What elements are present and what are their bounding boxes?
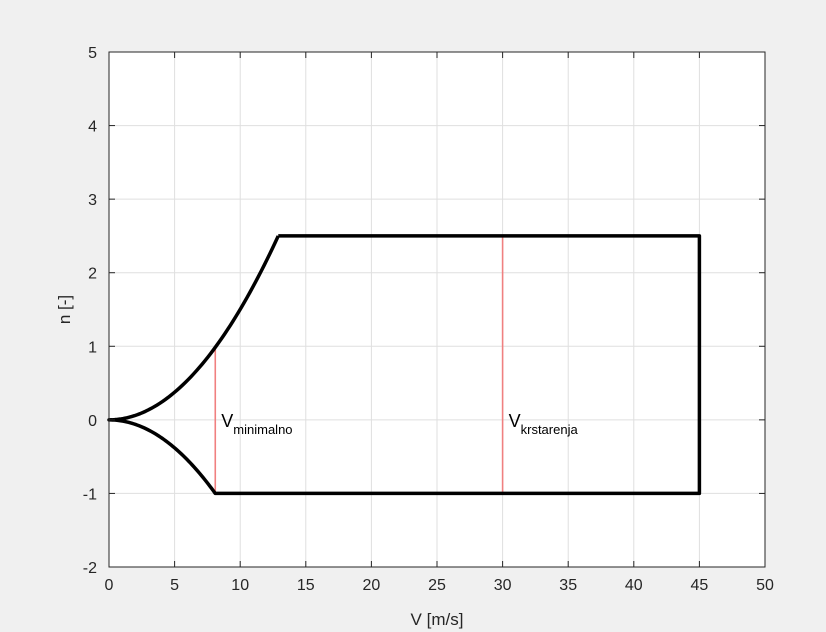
x-tick-label: 10 — [231, 577, 249, 594]
marker-label-subscript: krstarenja — [521, 422, 579, 437]
y-tick-label: 4 — [88, 119, 97, 136]
x-tick-label: 30 — [494, 577, 512, 594]
x-axis-label: V [m/s] — [411, 610, 464, 629]
x-tick-label: 45 — [691, 577, 709, 594]
x-tick-label: 15 — [297, 577, 315, 594]
x-tick-label: 0 — [105, 577, 114, 594]
x-tick-label: 25 — [428, 577, 446, 594]
y-axis-label: n [-] — [55, 295, 74, 324]
marker-label-subscript: minimalno — [233, 422, 292, 437]
x-tick-label: 35 — [559, 577, 577, 594]
x-tick-label: 50 — [756, 577, 774, 594]
x-tick-label: 20 — [363, 577, 381, 594]
y-tick-label: 5 — [88, 45, 97, 62]
marker-label: Vkrstarenja — [509, 411, 579, 437]
y-tick-label: 1 — [88, 339, 97, 356]
y-tick-label: -2 — [83, 560, 97, 577]
marker-label-main: V — [509, 411, 521, 431]
marker-label: Vminimalno — [221, 411, 292, 437]
x-tick-label: 5 — [170, 577, 179, 594]
marker-label-main: V — [221, 411, 233, 431]
y-tick-label: -1 — [83, 486, 97, 503]
annotations: Vminimalno Vkrstarenja — [221, 411, 578, 437]
y-tick-label: 0 — [88, 413, 97, 430]
y-tick-label: 2 — [88, 266, 97, 283]
x-tick-label: 40 — [625, 577, 643, 594]
ticks — [108, 51, 766, 568]
y-tick-label: 3 — [88, 192, 97, 209]
marker-lines — [214, 235, 504, 494]
